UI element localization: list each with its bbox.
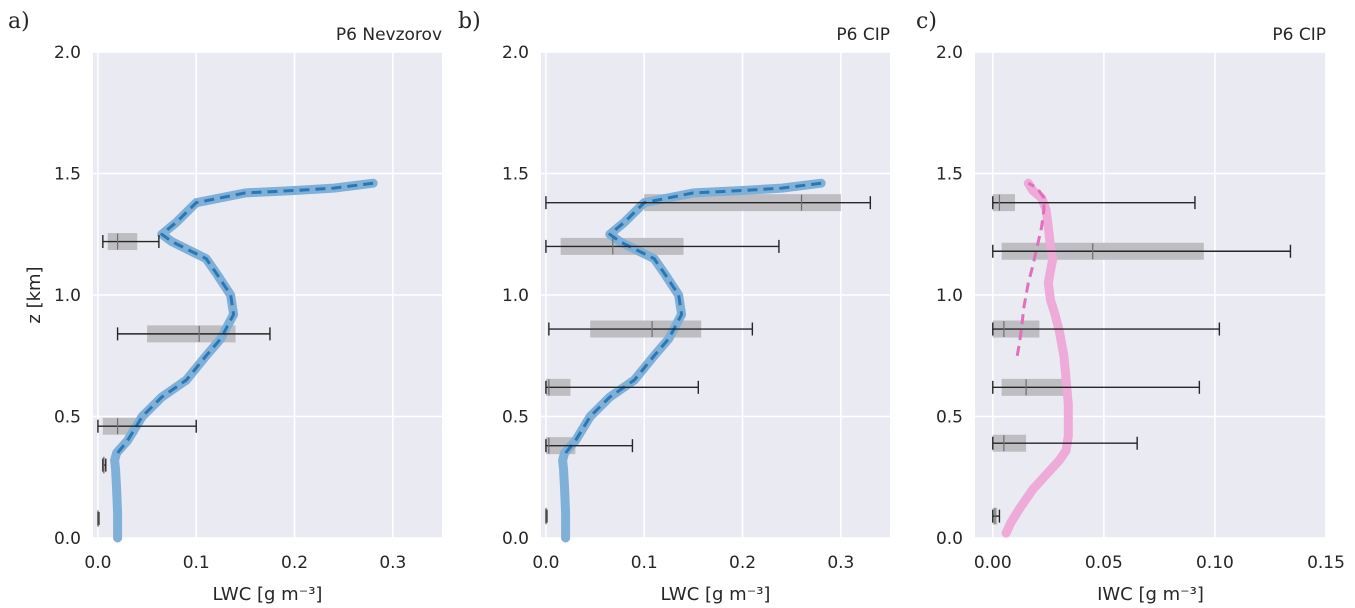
panel-2: 0.0 0.1 0.2 0.3 0.0 0.5 1.0 1.5 2.0 LWC [g m⁻³] P6… — [458, 9, 890, 605]
panel-letter: a) — [8, 9, 30, 34]
x-tick-label: 0.1 — [631, 553, 658, 573]
panel-1: 0.0 0.1 0.2 0.3 0.0 0.5 1.0 1.5 2.0 LWC [g m⁻³] z … — [8, 9, 442, 605]
x-axis-label: IWC [g m⁻³] — [1097, 584, 1204, 605]
mean-dashed-line — [564, 181, 822, 454]
x-tick-label: 0.00 — [974, 553, 1012, 573]
x-tick-label: 0.05 — [1085, 553, 1123, 573]
x-tick-label: 0.0 — [532, 553, 559, 573]
y-tick-label: 0.5 — [936, 408, 963, 428]
panel-letter: c) — [916, 9, 937, 34]
x-tick-label: 0.15 — [1307, 553, 1345, 573]
y-tick-label: 1.0 — [502, 286, 529, 306]
y-tick-label: 1.0 — [54, 286, 81, 306]
panel-3: 0.00 0.05 0.10 0.15 0.0 0.5 1.0 1.5 2.0 IWC [g m⁻… — [916, 9, 1345, 605]
panel-title: P6 CIP — [1272, 25, 1326, 45]
x-tick-label: 0.2 — [281, 553, 308, 573]
y-tick-label: 1.5 — [54, 165, 81, 185]
mean-dashed-line — [1015, 181, 1046, 357]
panel-letter: b) — [458, 9, 481, 34]
y-tick-label: 2.0 — [54, 43, 81, 63]
y-tick-label: 2.0 — [936, 43, 963, 63]
x-axis-label: LWC [g m⁻³] — [661, 584, 771, 605]
panel-title: P6 CIP — [836, 25, 890, 45]
y-tick-label: 1.5 — [936, 165, 963, 185]
y-tick-label: 0.5 — [502, 408, 529, 428]
x-axis-label: LWC [g m⁻³] — [213, 584, 323, 605]
y-tick-label: 0.0 — [502, 529, 529, 549]
x-tick-label: 0.0 — [84, 553, 111, 573]
panel-title: P6 Nevzorov — [336, 25, 442, 45]
mean-dashed-line — [116, 181, 374, 454]
y-tick-label: 0.0 — [54, 529, 81, 549]
y-axis-label: z [km] — [24, 266, 45, 323]
y-tick-label: 1.5 — [502, 165, 529, 185]
y-tick-label: 0.5 — [54, 408, 81, 428]
x-tick-label: 0.3 — [827, 553, 854, 573]
x-tick-label: 0.3 — [379, 553, 406, 573]
y-tick-label: 2.0 — [502, 43, 529, 63]
x-tick-label: 0.10 — [1196, 553, 1234, 573]
y-tick-label: 0.0 — [936, 529, 963, 549]
x-tick-label: 0.2 — [729, 553, 756, 573]
profile-line — [1001, 178, 1073, 538]
y-tick-label: 1.0 — [936, 286, 963, 306]
x-tick-label: 0.1 — [183, 553, 210, 573]
